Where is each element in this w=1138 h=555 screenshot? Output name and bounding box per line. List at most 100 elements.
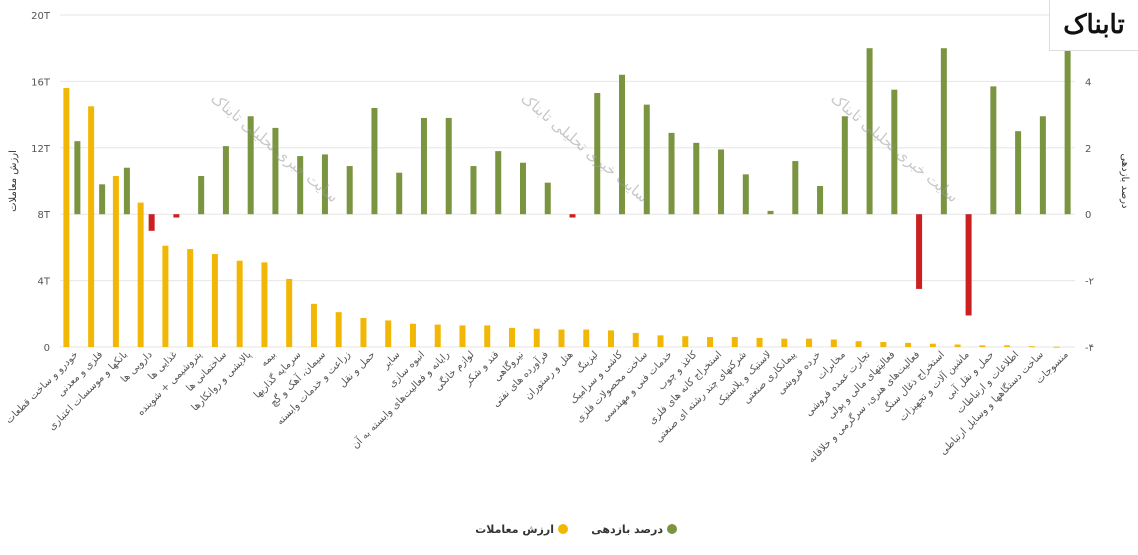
legend-return-marker [667, 524, 677, 534]
return-bar [148, 214, 155, 231]
left-tick-label: 4T [38, 277, 51, 288]
value-bar [1004, 345, 1011, 347]
return-bar [792, 161, 799, 215]
return-bar [222, 146, 229, 215]
return-bar [519, 162, 526, 215]
value-bar [409, 323, 416, 347]
value-bar [63, 88, 70, 347]
return-bar [643, 104, 650, 215]
value-bar [1053, 346, 1060, 348]
value-bar [335, 312, 342, 347]
value-bar [360, 317, 367, 347]
return-bar [891, 89, 898, 215]
left-axis-title: ارزش معاملات [8, 150, 19, 212]
left-tick-label: 16T [31, 77, 51, 88]
right-axis-title: درصد بازدهی [1119, 154, 1130, 209]
return-bar [841, 116, 848, 215]
right-tick-label: 0 [1085, 210, 1091, 221]
return-bar [272, 127, 279, 215]
right-tick-label: 2 [1085, 144, 1091, 155]
value-bar [905, 342, 912, 347]
legend-return-label: درصد بازدهی [591, 523, 663, 536]
value-bar [830, 339, 837, 347]
return-bar [74, 141, 81, 215]
value-bar [236, 260, 243, 347]
return-bar [817, 185, 824, 215]
return-bar [718, 149, 725, 215]
return-bar [569, 214, 576, 218]
return-bar [1015, 131, 1022, 215]
category-label: بیمه [259, 349, 279, 369]
return-bar [396, 172, 403, 215]
value-bar [707, 337, 714, 347]
value-bar [954, 344, 961, 347]
left-tick-label: 12T [31, 144, 51, 155]
left-tick-label: 20T [31, 11, 51, 22]
value-bar [162, 245, 169, 347]
return-bar [123, 167, 130, 215]
value-bar [558, 329, 565, 347]
value-bar [1028, 346, 1035, 348]
return-bar [321, 154, 328, 215]
tabnak-logo: تابناک [1049, 0, 1138, 51]
return-bar [495, 151, 502, 215]
return-bar [247, 116, 254, 215]
value-bar [434, 324, 441, 347]
value-bar [880, 342, 887, 347]
value-bar [459, 325, 466, 347]
value-bar [187, 249, 194, 347]
value-bar [682, 336, 689, 347]
legend-value-marker [558, 524, 568, 534]
value-bar [137, 202, 144, 347]
value-bar [583, 329, 590, 347]
value-bar [781, 338, 788, 347]
value-bar [310, 303, 317, 347]
right-tick-label: -۲ [1085, 277, 1094, 288]
value-bar [929, 343, 936, 347]
return-bar [940, 48, 947, 215]
value-bar [261, 262, 268, 347]
value-bar [88, 106, 95, 347]
left-tick-label: 0 [44, 343, 50, 354]
value-bar [112, 176, 119, 347]
value-bar [756, 337, 763, 347]
value-bar [508, 327, 515, 347]
value-bar [484, 325, 491, 347]
value-bar [632, 332, 639, 347]
return-bar [668, 132, 675, 215]
return-bar [470, 166, 477, 215]
value-bar [385, 320, 392, 347]
value-bar [657, 335, 664, 347]
return-bar [173, 214, 180, 218]
return-bar [594, 93, 601, 215]
return-bar [1064, 48, 1071, 215]
left-tick-label: 8T [38, 210, 51, 221]
value-bar [979, 345, 986, 347]
return-bar [767, 210, 774, 215]
value-bar [731, 337, 738, 347]
return-bar [916, 214, 923, 289]
return-bar [346, 166, 353, 215]
return-bar [198, 176, 205, 215]
return-bar [693, 142, 700, 215]
return-bar [544, 182, 551, 215]
right-tick-label: 4 [1085, 77, 1091, 88]
return-bar [990, 86, 997, 215]
value-bar [608, 330, 615, 347]
return-bar [866, 48, 873, 215]
value-bar [286, 278, 293, 347]
return-bar [371, 107, 378, 215]
value-bar [806, 338, 813, 347]
return-bar [445, 117, 452, 215]
return-bar [1039, 116, 1046, 215]
value-bar [211, 254, 218, 347]
return-bar [742, 174, 749, 215]
return-bar [99, 184, 106, 215]
right-tick-label: -۴ [1085, 343, 1094, 354]
return-bar [965, 214, 972, 316]
return-bar [420, 117, 427, 215]
return-bar [297, 156, 304, 215]
value-bar [533, 328, 540, 347]
return-bar [619, 74, 626, 215]
